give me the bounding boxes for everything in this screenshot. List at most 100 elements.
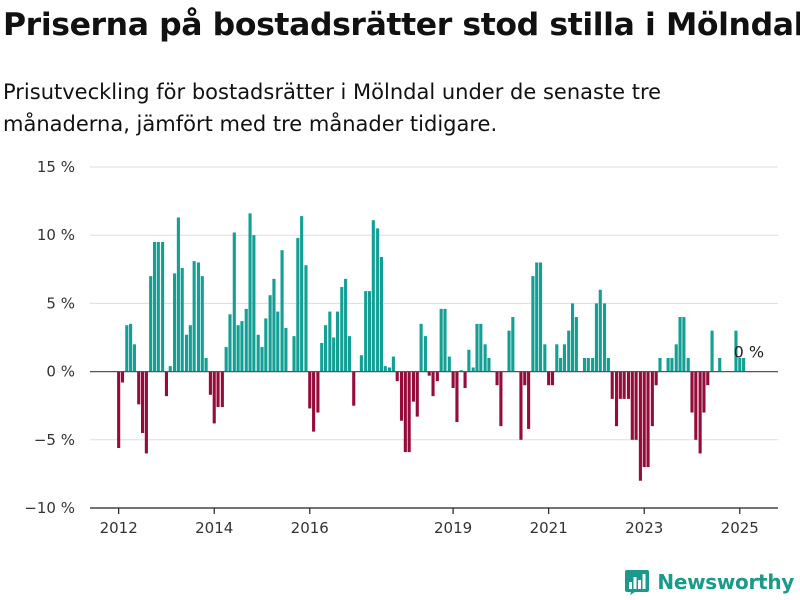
data-bar — [296, 237, 300, 372]
data-bar — [352, 371, 356, 406]
data-bar — [240, 321, 244, 372]
data-bar — [149, 276, 153, 372]
data-bar — [455, 371, 459, 423]
data-bar — [312, 371, 316, 432]
data-bar — [204, 357, 208, 372]
data-bar — [710, 330, 714, 372]
data-bar — [511, 317, 515, 372]
data-bar — [443, 308, 447, 372]
data-bar — [507, 330, 511, 372]
data-bar — [228, 314, 232, 372]
data-bar — [276, 311, 280, 372]
data-bar — [499, 371, 503, 427]
data-bar — [487, 357, 491, 372]
y-tick-label: 15 % — [37, 158, 75, 176]
data-bar — [220, 371, 224, 408]
data-bar — [168, 366, 172, 372]
data-bar — [132, 344, 136, 372]
data-bar — [371, 220, 375, 372]
data-bar — [125, 325, 129, 372]
data-bar — [447, 356, 451, 372]
data-bar — [586, 357, 590, 372]
data-bar — [718, 357, 722, 372]
data-bar — [415, 371, 419, 417]
data-bar — [407, 371, 411, 453]
data-bar — [200, 276, 204, 372]
y-tick-label: 10 % — [37, 226, 75, 244]
newsworthy-logo: Newsworthy — [623, 567, 794, 597]
data-bar — [670, 357, 674, 372]
data-bar — [411, 371, 416, 402]
data-bar — [383, 366, 387, 372]
data-bar — [678, 317, 682, 372]
data-bar — [734, 330, 738, 372]
data-bar — [419, 323, 423, 372]
data-bar — [137, 371, 141, 405]
data-bar — [435, 371, 439, 382]
data-bar — [519, 371, 523, 440]
data-bar — [328, 311, 332, 372]
data-bar — [523, 371, 527, 386]
data-bar — [431, 371, 435, 397]
data-bar — [666, 357, 670, 372]
data-bar — [463, 371, 467, 388]
data-bar — [531, 276, 535, 372]
x-tick-label: 2021 — [530, 519, 568, 537]
chart-subtitle: Prisutveckling för bostadsrätter i Mölnd… — [3, 80, 662, 136]
data-bar — [260, 347, 264, 372]
data-bar — [622, 371, 626, 399]
data-bar — [694, 371, 698, 440]
x-tick-label: 2016 — [291, 519, 329, 537]
data-bar — [117, 371, 121, 448]
data-bar — [284, 327, 288, 372]
data-bar — [161, 242, 165, 372]
data-bar — [427, 371, 431, 376]
x-tick-label: 2025 — [721, 519, 759, 537]
data-bar — [248, 213, 252, 372]
data-bar — [335, 311, 340, 372]
data-bar — [690, 371, 694, 413]
data-bar — [120, 371, 125, 383]
data-bar — [129, 323, 133, 372]
y-tick-label: 5 % — [46, 294, 75, 312]
data-bar — [344, 278, 348, 372]
y-tick-label: 0 % — [46, 363, 75, 381]
data-bar — [439, 308, 443, 372]
bars — [117, 213, 746, 481]
data-bar — [646, 371, 650, 468]
data-bar — [738, 357, 742, 372]
data-bar — [459, 370, 463, 372]
data-bar — [308, 371, 312, 409]
data-bar — [574, 317, 578, 372]
data-bar — [471, 367, 475, 372]
data-bar — [543, 344, 547, 372]
data-bar — [320, 342, 324, 372]
data-bar — [264, 318, 268, 372]
data-bar — [180, 267, 184, 372]
data-bar — [483, 344, 487, 372]
data-bar — [706, 371, 710, 386]
data-bar — [300, 216, 304, 372]
data-bar — [650, 371, 654, 427]
data-bar — [547, 371, 551, 386]
data-bar — [559, 357, 563, 372]
data-bar — [618, 371, 622, 399]
data-bar — [451, 371, 455, 388]
data-bar — [598, 289, 602, 372]
data-bar — [332, 337, 336, 372]
data-bar — [236, 325, 240, 372]
data-bar — [376, 228, 380, 372]
data-bar — [467, 349, 471, 372]
tick-labels: 15 % 10 % 5 % 0 % −5 % −10 % 2012 2014 2016 2019 2… — [24, 158, 764, 537]
data-bar — [196, 262, 201, 372]
data-bar — [591, 357, 595, 372]
data-bar — [399, 371, 404, 421]
data-bar — [555, 344, 559, 372]
data-bar — [567, 330, 571, 372]
data-bar — [388, 367, 392, 372]
data-bar — [391, 356, 395, 372]
data-bar — [527, 371, 531, 429]
data-bar — [232, 232, 236, 372]
y-tick-label: −10 % — [24, 499, 75, 517]
